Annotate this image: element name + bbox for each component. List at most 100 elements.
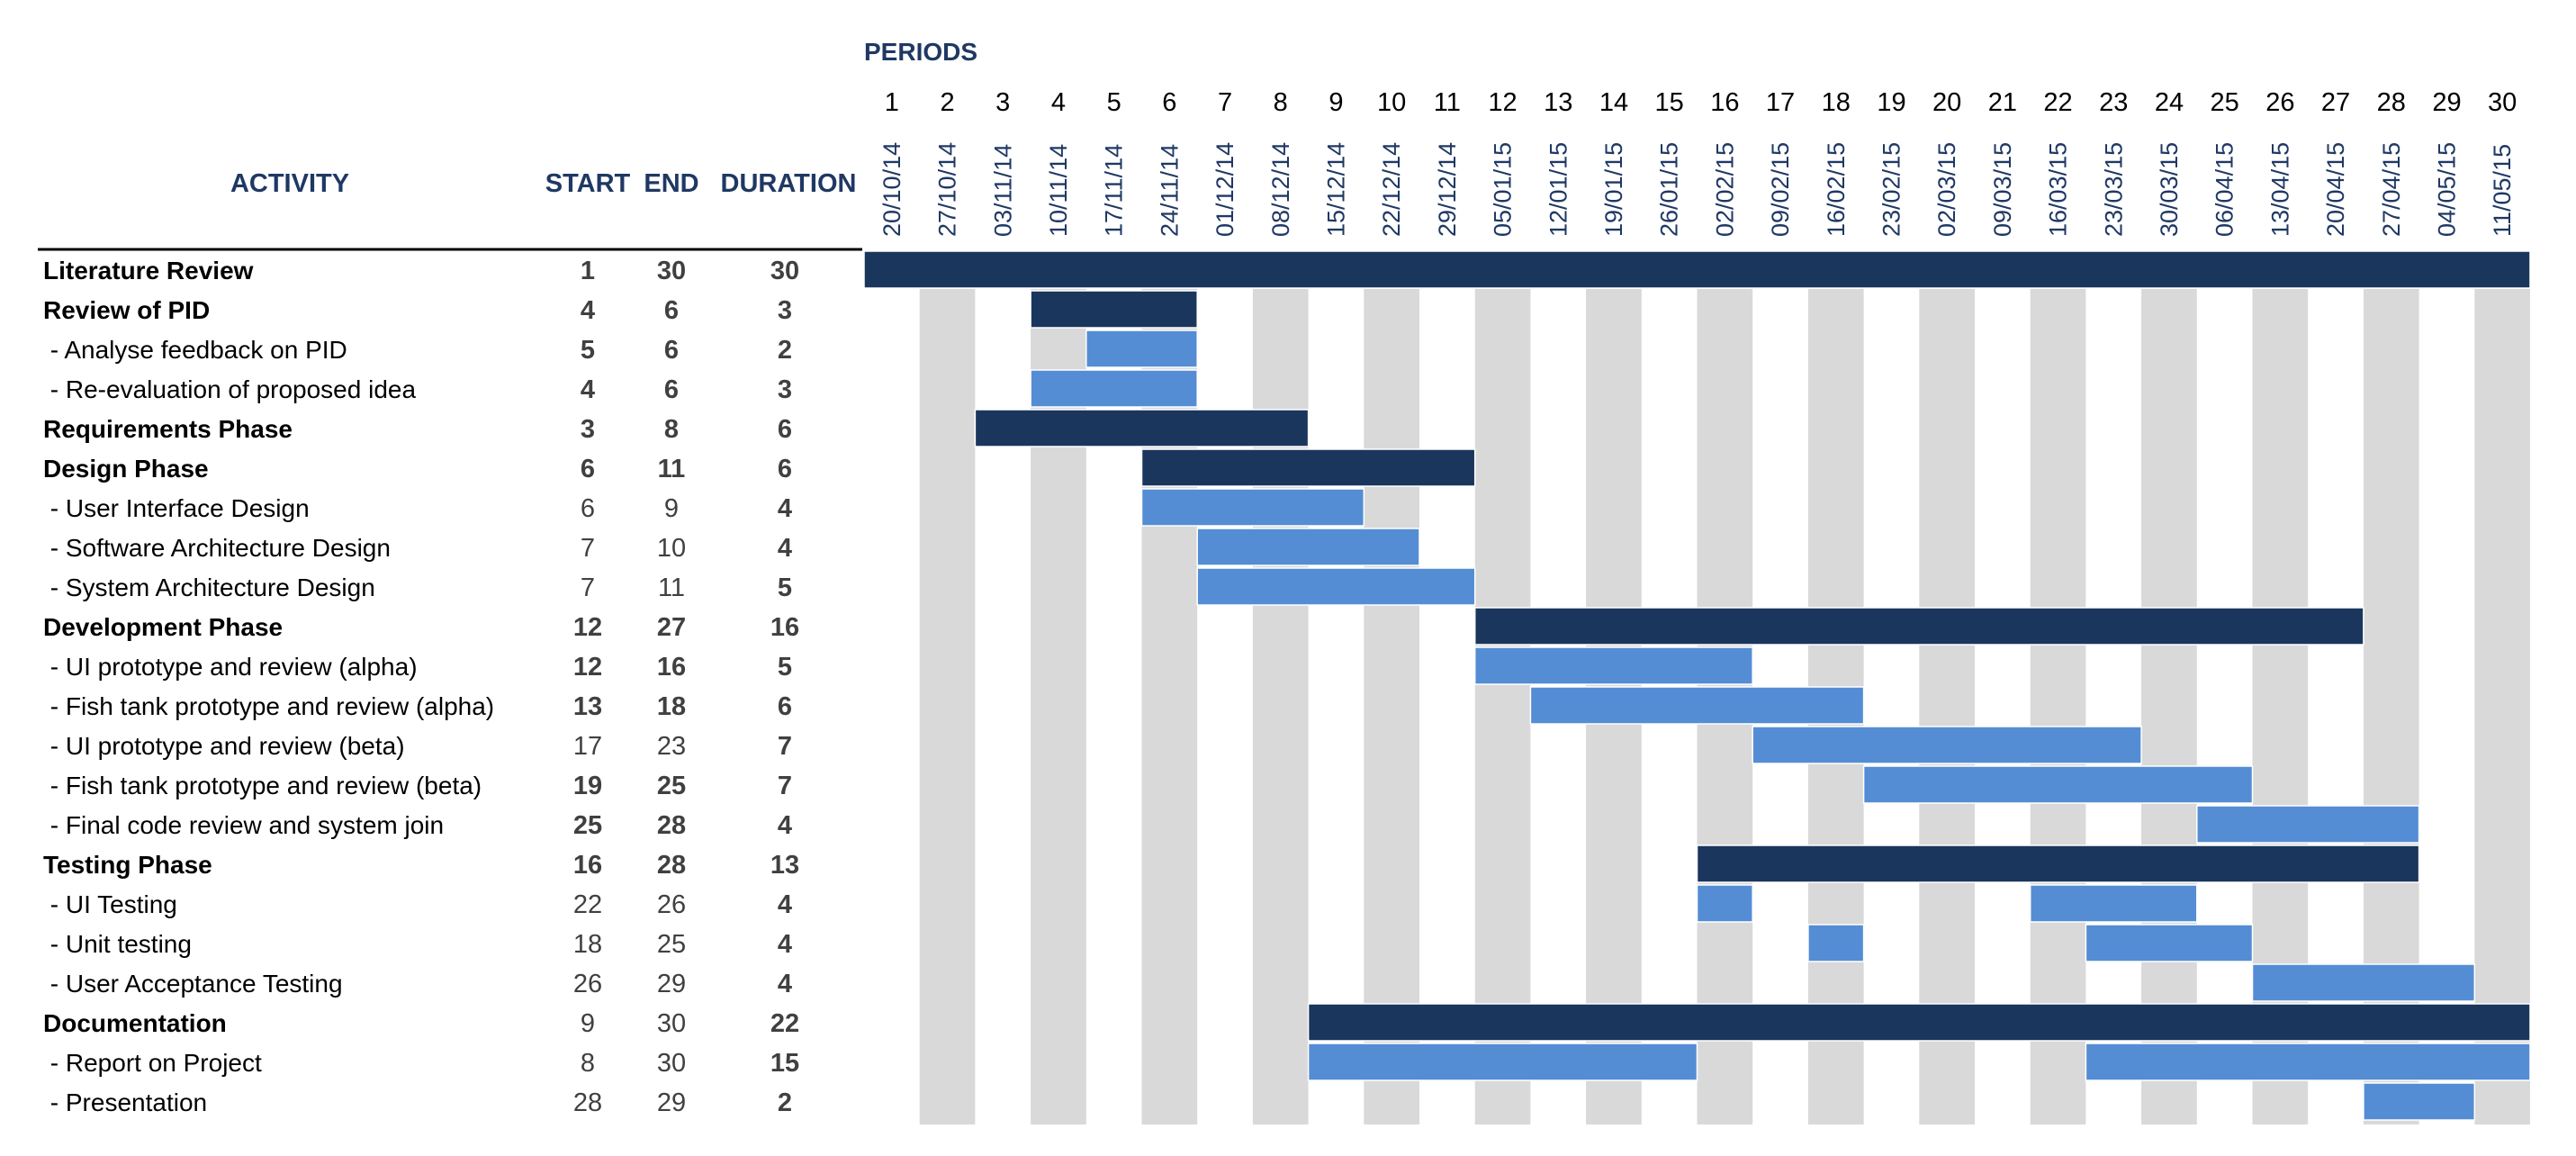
end-value: 28 bbox=[657, 851, 686, 880]
period-date: 10/11/14 bbox=[1045, 144, 1072, 237]
activity-label: - Re-evaluation of proposed idea bbox=[43, 375, 416, 403]
task-bar bbox=[1140, 488, 1365, 527]
activity-label: - Fish tank prototype and review (alpha) bbox=[43, 692, 494, 720]
duration-value: 16 bbox=[770, 613, 799, 642]
start-value: 4 bbox=[581, 296, 595, 325]
activity-label: - User Acceptance Testing bbox=[43, 970, 343, 998]
duration-value: 3 bbox=[778, 296, 792, 325]
period-number: 30 bbox=[2488, 88, 2517, 117]
periods-header: PERIODS bbox=[864, 38, 977, 66]
period-date: 20/10/14 bbox=[878, 142, 905, 237]
end-value: 10 bbox=[657, 534, 686, 563]
start-value: 8 bbox=[581, 1049, 595, 1078]
period-date: 16/02/15 bbox=[1823, 142, 1850, 237]
period-number: 8 bbox=[1274, 88, 1288, 117]
period-number: 25 bbox=[2211, 88, 2239, 117]
start-value: 3 bbox=[581, 415, 595, 444]
period-date: 27/04/15 bbox=[2378, 142, 2405, 237]
activity-label: - UI prototype and review (alpha) bbox=[43, 653, 418, 681]
period-date: 04/05/15 bbox=[2433, 142, 2460, 237]
stripe-period-12 bbox=[1474, 289, 1531, 1124]
end-value: 30 bbox=[657, 257, 686, 285]
end-value: 30 bbox=[657, 1009, 686, 1038]
start-header: START bbox=[545, 169, 631, 198]
activity-label: Documentation bbox=[43, 1009, 227, 1037]
start-value: 6 bbox=[581, 455, 595, 483]
start-value: 19 bbox=[573, 772, 602, 800]
period-date: 05/01/15 bbox=[1490, 142, 1517, 237]
period-number: 1 bbox=[885, 88, 899, 117]
period-date: 02/02/15 bbox=[1711, 142, 1738, 237]
task-bar bbox=[1196, 528, 1420, 566]
end-value: 25 bbox=[657, 772, 686, 800]
period-date: 19/01/15 bbox=[1600, 142, 1627, 237]
task-bar bbox=[1696, 884, 1753, 923]
end-value: 11 bbox=[658, 455, 686, 483]
period-date: 24/11/14 bbox=[1156, 144, 1183, 237]
start-value: 25 bbox=[573, 811, 602, 840]
period-number: 22 bbox=[2043, 88, 2072, 117]
period-date: 22/12/14 bbox=[1378, 142, 1405, 237]
stripe-period-20 bbox=[1919, 289, 1975, 1124]
activity-label: Review of PID bbox=[43, 296, 210, 324]
period-number: 27 bbox=[2321, 88, 2350, 117]
end-value: 6 bbox=[664, 336, 679, 365]
activity-rows: Literature Review 1 30 30 Review of PID 4 6 3 -… bbox=[43, 257, 799, 1117]
period-date: 13/04/15 bbox=[2266, 142, 2293, 237]
period-date: 27/10/14 bbox=[934, 142, 961, 237]
task-bar bbox=[2085, 1043, 2531, 1081]
period-number: 9 bbox=[1329, 88, 1343, 117]
start-value: 4 bbox=[581, 375, 595, 404]
period-date: 09/03/15 bbox=[1989, 142, 2016, 237]
start-value: 7 bbox=[581, 573, 595, 602]
task-bar bbox=[1473, 646, 1753, 685]
period-number: 14 bbox=[1599, 88, 1628, 117]
period-date: 17/11/14 bbox=[1101, 144, 1128, 237]
duration-value: 3 bbox=[778, 375, 792, 404]
phase-bar bbox=[974, 409, 1310, 447]
start-value: 7 bbox=[581, 534, 595, 563]
duration-value: 4 bbox=[778, 534, 792, 563]
duration-value: 2 bbox=[778, 1088, 792, 1117]
start-value: 5 bbox=[581, 336, 595, 365]
start-value: 17 bbox=[573, 732, 602, 761]
duration-value: 6 bbox=[778, 455, 792, 483]
task-bar bbox=[1807, 924, 1865, 962]
stripe-period-30 bbox=[2474, 289, 2530, 1124]
duration-value: 7 bbox=[778, 772, 792, 800]
end-value: 30 bbox=[657, 1049, 686, 1078]
duration-value: 4 bbox=[778, 930, 792, 959]
start-value: 1 bbox=[581, 257, 595, 285]
duration-value: 4 bbox=[778, 970, 792, 998]
activity-label: - Final code review and system join bbox=[43, 811, 444, 839]
period-date: 16/03/15 bbox=[2045, 142, 2072, 237]
end-value: 29 bbox=[657, 970, 686, 998]
duration-value: 22 bbox=[770, 1009, 799, 1038]
period-date: 03/11/14 bbox=[989, 144, 1016, 237]
period-date: 20/04/15 bbox=[2322, 142, 2349, 237]
period-number: 5 bbox=[1107, 88, 1121, 117]
activity-label: - Unit testing bbox=[43, 930, 192, 958]
duration-value: 5 bbox=[778, 653, 792, 682]
period-number: 12 bbox=[1488, 88, 1517, 117]
start-value: 6 bbox=[581, 494, 595, 523]
start-value: 12 bbox=[573, 653, 602, 682]
period-date: 15/12/14 bbox=[1322, 142, 1349, 237]
period-number: 24 bbox=[2155, 88, 2184, 117]
phase-bar bbox=[863, 250, 2531, 289]
stripe-period-2 bbox=[919, 289, 976, 1124]
gantt-bars bbox=[863, 250, 2531, 1121]
activity-label: - Report on Project bbox=[43, 1049, 262, 1077]
end-header: END bbox=[644, 169, 698, 198]
activity-label: Development Phase bbox=[43, 613, 283, 641]
stripe-period-10 bbox=[1364, 289, 1419, 1124]
period-number: 29 bbox=[2432, 88, 2461, 117]
stripe-period-24 bbox=[2141, 289, 2197, 1124]
period-number: 2 bbox=[940, 88, 954, 117]
activity-label: - Analyse feedback on PID bbox=[43, 336, 347, 364]
duration-value: 5 bbox=[778, 573, 792, 602]
end-value: 6 bbox=[664, 296, 679, 325]
end-value: 23 bbox=[657, 732, 686, 761]
end-value: 11 bbox=[658, 573, 685, 602]
